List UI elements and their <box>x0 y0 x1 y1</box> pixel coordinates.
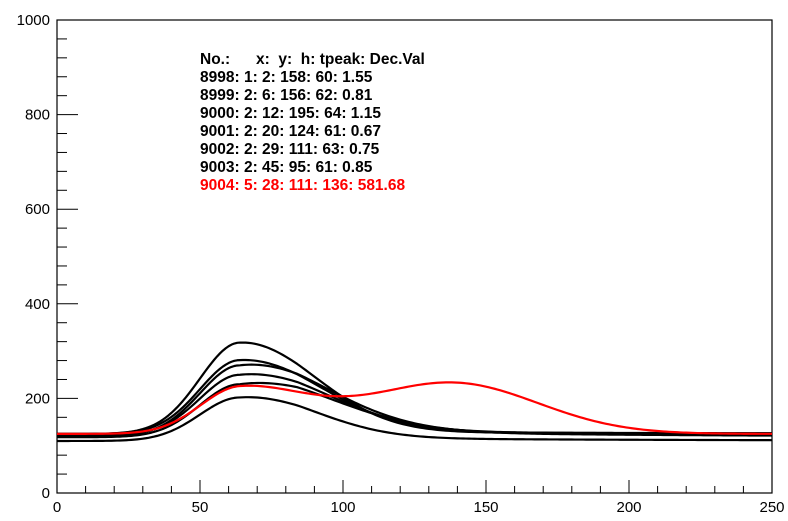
legend-row: 8999: 2: 6: 156: 62: 0.81 <box>200 87 373 104</box>
x-tick-label: 0 <box>53 499 61 516</box>
y-tick-label: 1000 <box>17 12 50 29</box>
legend-row: 8998: 1: 2: 158: 60: 1.55 <box>200 69 373 86</box>
series-line <box>57 381 773 435</box>
legend-header: No.: x: y: h: tpeak: Dec.Val <box>200 51 425 68</box>
x-tick-label: 100 <box>330 499 355 516</box>
legend-row: 9002: 2: 29: 111: 63: 0.75 <box>200 141 380 158</box>
plot-frame <box>56 19 773 494</box>
legend-row: 9000: 2: 12: 195: 64: 1.15 <box>200 105 381 122</box>
series-line <box>57 381 773 439</box>
legend-row: 9001: 2: 20: 124: 61: 0.67 <box>200 123 381 140</box>
y-tick-label: 600 <box>25 201 50 218</box>
series-line <box>57 396 773 443</box>
y-tick-label: 0 <box>42 485 50 502</box>
y-tick-label: 200 <box>25 390 50 407</box>
legend-row: 9003: 2: 45: 95: 61: 0.85 <box>200 159 373 176</box>
x-tick-label: 250 <box>759 499 784 516</box>
x-tick-label: 50 <box>192 499 209 516</box>
y-tick-label: 800 <box>25 107 50 124</box>
axis-ticks: 0 50 100 150 200 250 0 200 400 600 800 1000 <box>17 12 785 516</box>
x-tick-label: 200 <box>616 499 641 516</box>
x-tick-label: 150 <box>473 499 498 516</box>
series-line <box>57 341 772 435</box>
legend-row: 9004: 5: 28: 111: 136: 581.68 <box>200 177 405 194</box>
y-tick-label: 400 <box>25 296 50 313</box>
series-layer <box>57 341 773 443</box>
legend: No.: x: y: h: tpeak: Dec.Val 8998: 1: 2:… <box>200 51 425 194</box>
